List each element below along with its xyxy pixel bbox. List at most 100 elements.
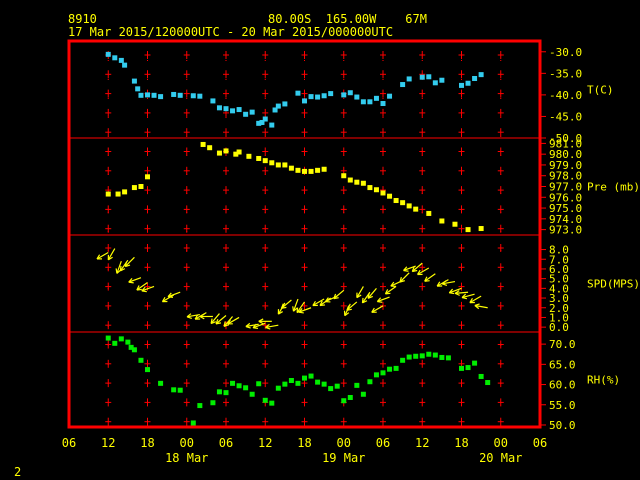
data-point xyxy=(341,398,347,404)
data-point xyxy=(295,380,301,386)
x-tick-label: 06 xyxy=(533,436,547,450)
x-date-label: 18 Mar xyxy=(165,451,208,465)
data-point xyxy=(269,400,275,406)
wind-arrow xyxy=(469,295,482,304)
wind-arrow xyxy=(448,287,462,295)
data-point xyxy=(158,380,164,386)
data-point xyxy=(465,80,471,86)
station-location: 80.00S 165.00W 67M xyxy=(268,12,427,26)
data-point xyxy=(236,149,242,155)
data-point xyxy=(478,373,484,379)
y-tick-label: -50.0 xyxy=(549,132,582,145)
data-point xyxy=(413,206,419,212)
x-tick-label: 06 xyxy=(376,436,390,450)
wind-arrow xyxy=(399,272,410,283)
data-point xyxy=(445,355,451,361)
y-tick-label: 65.0 xyxy=(549,358,576,371)
data-point xyxy=(406,354,412,360)
x-tick-label: 00 xyxy=(180,436,194,450)
data-point xyxy=(216,150,222,156)
data-point xyxy=(138,357,144,363)
data-point xyxy=(223,390,229,396)
wind-arrow xyxy=(167,291,181,299)
data-point xyxy=(367,99,373,105)
data-point xyxy=(465,227,471,233)
data-point xyxy=(269,122,275,128)
data-point xyxy=(321,166,327,172)
data-point xyxy=(432,80,438,86)
wind-arrow xyxy=(441,280,456,286)
wind-arrow xyxy=(128,277,142,284)
wind-arrow xyxy=(252,322,266,330)
y-tick-label: 974.0 xyxy=(549,213,582,226)
data-point xyxy=(151,92,157,98)
data-point xyxy=(478,72,484,78)
data-point xyxy=(243,385,249,391)
y-tick-label: 55.0 xyxy=(549,399,576,412)
data-point xyxy=(190,420,196,426)
page-number: 2 xyxy=(14,465,22,479)
data-point xyxy=(259,119,265,125)
data-point xyxy=(373,372,379,378)
data-point xyxy=(262,116,268,122)
data-point xyxy=(275,162,281,168)
data-point xyxy=(131,78,137,84)
y-tick-label: 2.0 xyxy=(549,302,569,315)
y-tick-label: -35.0 xyxy=(549,67,582,80)
data-point xyxy=(419,353,425,359)
data-point xyxy=(243,111,249,117)
wind-arrow xyxy=(161,294,174,303)
wind-arrow xyxy=(461,293,475,300)
data-point xyxy=(439,218,445,224)
y-tick-label: 7.0 xyxy=(549,253,569,266)
data-point xyxy=(233,151,239,157)
data-point xyxy=(118,336,124,342)
data-point xyxy=(158,94,164,100)
data-point xyxy=(210,400,216,406)
data-point xyxy=(406,203,412,209)
data-point xyxy=(207,145,213,151)
data-point xyxy=(145,92,150,98)
data-point xyxy=(413,353,419,359)
data-point xyxy=(360,180,366,186)
wind-arrow xyxy=(124,256,135,268)
data-point xyxy=(236,383,242,389)
x-tick-label: 12 xyxy=(101,436,115,450)
data-point xyxy=(302,168,307,174)
wind-arrow xyxy=(474,303,488,310)
data-point xyxy=(341,92,347,98)
y-tick-label: 976.0 xyxy=(549,191,582,204)
data-point xyxy=(426,74,432,80)
data-point xyxy=(354,179,360,185)
data-point xyxy=(105,335,111,341)
y-tick-label: 973.0 xyxy=(549,224,582,237)
data-point xyxy=(216,389,222,395)
data-point xyxy=(321,93,327,99)
data-point xyxy=(373,95,379,101)
data-point xyxy=(354,94,360,100)
x-tick-label: 18 xyxy=(454,436,468,450)
data-point xyxy=(347,394,353,400)
data-point xyxy=(485,380,491,386)
data-point xyxy=(439,354,445,360)
wind-arrow xyxy=(333,289,345,300)
wind-arrow xyxy=(245,322,259,329)
data-point xyxy=(131,347,137,353)
x-date-label: 20 Mar xyxy=(479,451,522,465)
data-point xyxy=(360,391,366,397)
y-tick-label: 6.0 xyxy=(549,263,569,276)
data-point xyxy=(288,378,294,384)
y-tick-label: 977.0 xyxy=(549,181,582,194)
time-period: 17 Mar 2015/120000UTC - 20 Mar 2015/0000… xyxy=(68,25,394,39)
wind-arrow xyxy=(280,299,292,309)
data-point xyxy=(112,340,118,346)
data-point xyxy=(308,168,314,174)
data-point xyxy=(171,387,177,393)
data-point xyxy=(400,357,406,363)
wind-arrow xyxy=(371,305,384,313)
data-point xyxy=(302,375,307,381)
data-point xyxy=(190,93,196,99)
data-point xyxy=(105,51,111,57)
y-tick-label: 70.0 xyxy=(549,338,576,351)
data-point xyxy=(200,141,206,147)
